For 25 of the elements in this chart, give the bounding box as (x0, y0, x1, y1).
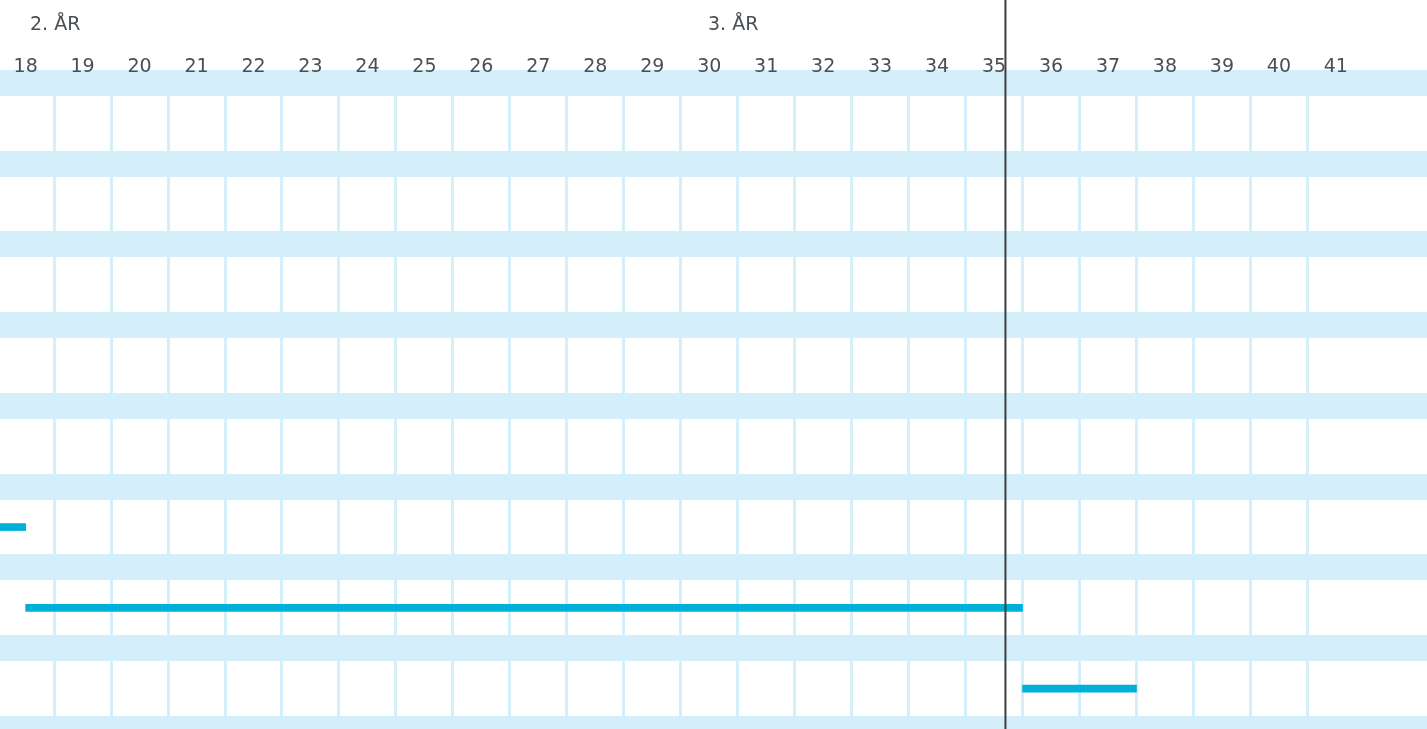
x-tick-label: 22 (241, 54, 266, 77)
x-tick-label: 41 (1323, 54, 1348, 77)
x-tick-label: 26 (469, 54, 494, 77)
x-tick-label: 29 (640, 54, 665, 77)
x-tick-label: 25 (412, 54, 437, 77)
x-tick-label: 18 (13, 54, 38, 77)
text: 3. ÅR (708, 12, 759, 34)
text: 2. ÅR (30, 12, 81, 34)
x-tick-label: 40 (1266, 54, 1291, 77)
x-tick-label: 30 (697, 54, 722, 77)
x-tick-label: 28 (583, 54, 608, 77)
x-tick-label: 23 (298, 54, 323, 77)
x-tick-label: 21 (184, 54, 209, 77)
x-tick-label: 36 (1038, 54, 1064, 77)
x-tick-label: 31 (754, 54, 779, 77)
x-tick-label: 38 (1152, 54, 1178, 77)
x-tick-label: 32 (811, 54, 836, 77)
x-tick-label: 20 (127, 54, 152, 77)
x-tick-label: 19 (70, 54, 95, 77)
x-tick-label: 24 (355, 54, 380, 77)
x-tick-label: 33 (868, 54, 893, 77)
x-tick-label: 34 (925, 54, 950, 77)
x-tick-label: 39 (1209, 54, 1235, 77)
x-tick-label: 37 (1095, 54, 1121, 77)
x-tick-label: 27 (526, 54, 551, 77)
